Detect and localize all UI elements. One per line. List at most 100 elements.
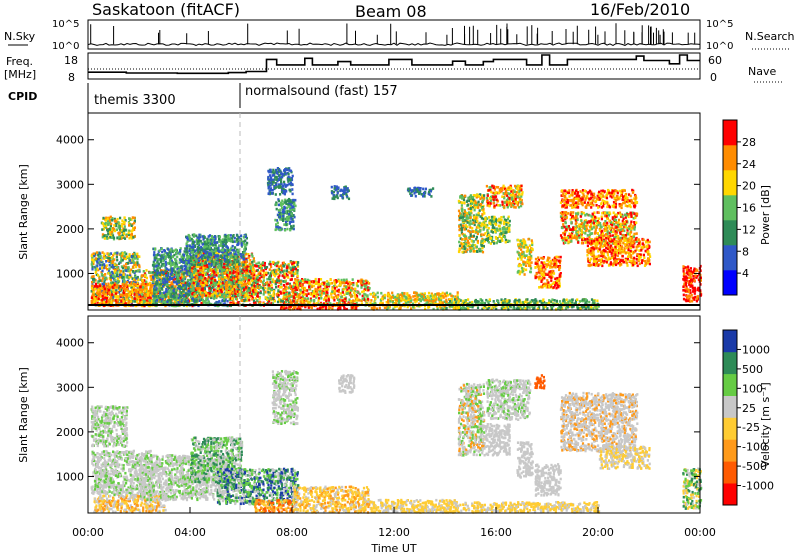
heatmap-cell (105, 294, 108, 297)
heatmap-cell (281, 185, 284, 188)
heatmap-cell (227, 253, 230, 256)
heatmap-cell (238, 248, 241, 252)
heatmap-cell (201, 274, 204, 277)
heatmap-cell (92, 259, 95, 262)
heatmap-cell (190, 269, 193, 272)
heatmap-cell (229, 271, 232, 274)
heatmap-cell (198, 286, 201, 290)
heatmap-cell (192, 264, 196, 268)
heatmap-cell (294, 278, 297, 281)
heatmap-cell (292, 205, 295, 209)
heatmap-cell (283, 289, 286, 293)
heatmap-cell (108, 277, 111, 280)
heatmap-cell (224, 233, 227, 237)
heatmap-cell (201, 293, 204, 297)
heatmap-cell (220, 288, 223, 292)
heatmap-cell (167, 261, 170, 265)
heatmap-cell (95, 291, 98, 295)
heatmap-cell (116, 274, 119, 278)
heatmap-cell (229, 251, 232, 255)
heatmap-cell (108, 300, 111, 304)
heatmap-cell (280, 267, 283, 270)
heatmap-cell (192, 293, 195, 296)
heatmap-cell (269, 263, 272, 266)
heatmap-cell (331, 287, 334, 291)
heatmap-cell (136, 284, 139, 288)
heatmap-cell (282, 190, 285, 193)
heatmap-cell (128, 300, 131, 304)
heatmap-cell (122, 232, 125, 235)
heatmap-cell (296, 272, 299, 275)
heatmap-cell (236, 261, 239, 264)
heatmap-cell (91, 275, 94, 279)
heatmap-cell (246, 241, 249, 245)
heatmap-cell (284, 287, 287, 291)
heatmap-cell (103, 285, 106, 288)
heatmap-cell (226, 275, 229, 278)
heatmap-cell (259, 272, 262, 276)
heatmap-cell (170, 277, 173, 281)
heatmap-cell (277, 293, 280, 297)
heatmap-cell (283, 291, 286, 294)
heatmap-cell (123, 286, 126, 290)
heatmap-cell (289, 210, 292, 213)
heatmap-cell (308, 279, 311, 283)
heatmap-cell (169, 293, 172, 296)
heatmap-cell (213, 284, 216, 288)
heatmap-cell (166, 271, 170, 275)
heatmap-cell (97, 255, 101, 259)
heatmap-cell (255, 262, 258, 266)
heatmap-cell (160, 282, 163, 286)
heatmap-cell (109, 215, 112, 219)
heatmap-cell (159, 276, 162, 279)
heatmap-cell (290, 204, 293, 207)
heatmap-cell (270, 170, 273, 174)
heatmap-cell (209, 290, 212, 293)
heatmap-cell (256, 276, 259, 279)
heatmap-cell (192, 278, 195, 281)
heatmap-cell (255, 290, 258, 293)
heatmap-cell (287, 172, 290, 176)
heatmap-cell (271, 278, 275, 281)
heatmap-cell (188, 247, 192, 251)
heatmap-cell (137, 255, 140, 258)
heatmap-cell (201, 281, 204, 284)
heatmap-cell (137, 290, 140, 294)
heatmap-cell (198, 241, 201, 245)
heatmap-cell (293, 261, 296, 264)
heatmap-cell (280, 188, 284, 192)
heatmap-cell (256, 292, 259, 295)
heatmap-cell (225, 281, 228, 284)
heatmap-cell (160, 292, 163, 295)
heatmap-cell (208, 288, 211, 292)
heatmap-cell (286, 212, 289, 215)
heatmap-cell (158, 273, 161, 276)
heatmap-cell (236, 275, 239, 278)
heatmap-cell (279, 193, 282, 196)
heatmap-cell (142, 270, 145, 273)
heatmap-cell (180, 286, 183, 289)
heatmap-cell (284, 210, 287, 213)
heatmap-cell (183, 256, 186, 259)
heatmap-cell (170, 269, 174, 272)
heatmap-cell (282, 208, 285, 212)
heatmap-cell (199, 252, 202, 255)
heatmap-cell (272, 168, 275, 172)
heatmap-cell (195, 272, 198, 275)
heatmap-cell (106, 285, 109, 288)
heatmap-cell (90, 296, 93, 299)
heatmap-cell (280, 178, 283, 181)
heatmap-cell (136, 257, 139, 261)
heatmap-cell (169, 253, 172, 257)
heatmap-cell (227, 234, 230, 237)
heatmap-cell (217, 284, 220, 288)
heatmap-cell (219, 280, 222, 284)
heatmap-cell (179, 270, 182, 273)
heatmap-cell (190, 248, 193, 252)
heatmap-cell (280, 190, 284, 194)
heatmap-cell (280, 292, 283, 295)
heatmap-cell (105, 264, 108, 267)
heatmap-cell (251, 272, 254, 275)
heatmap-cell (269, 188, 273, 192)
